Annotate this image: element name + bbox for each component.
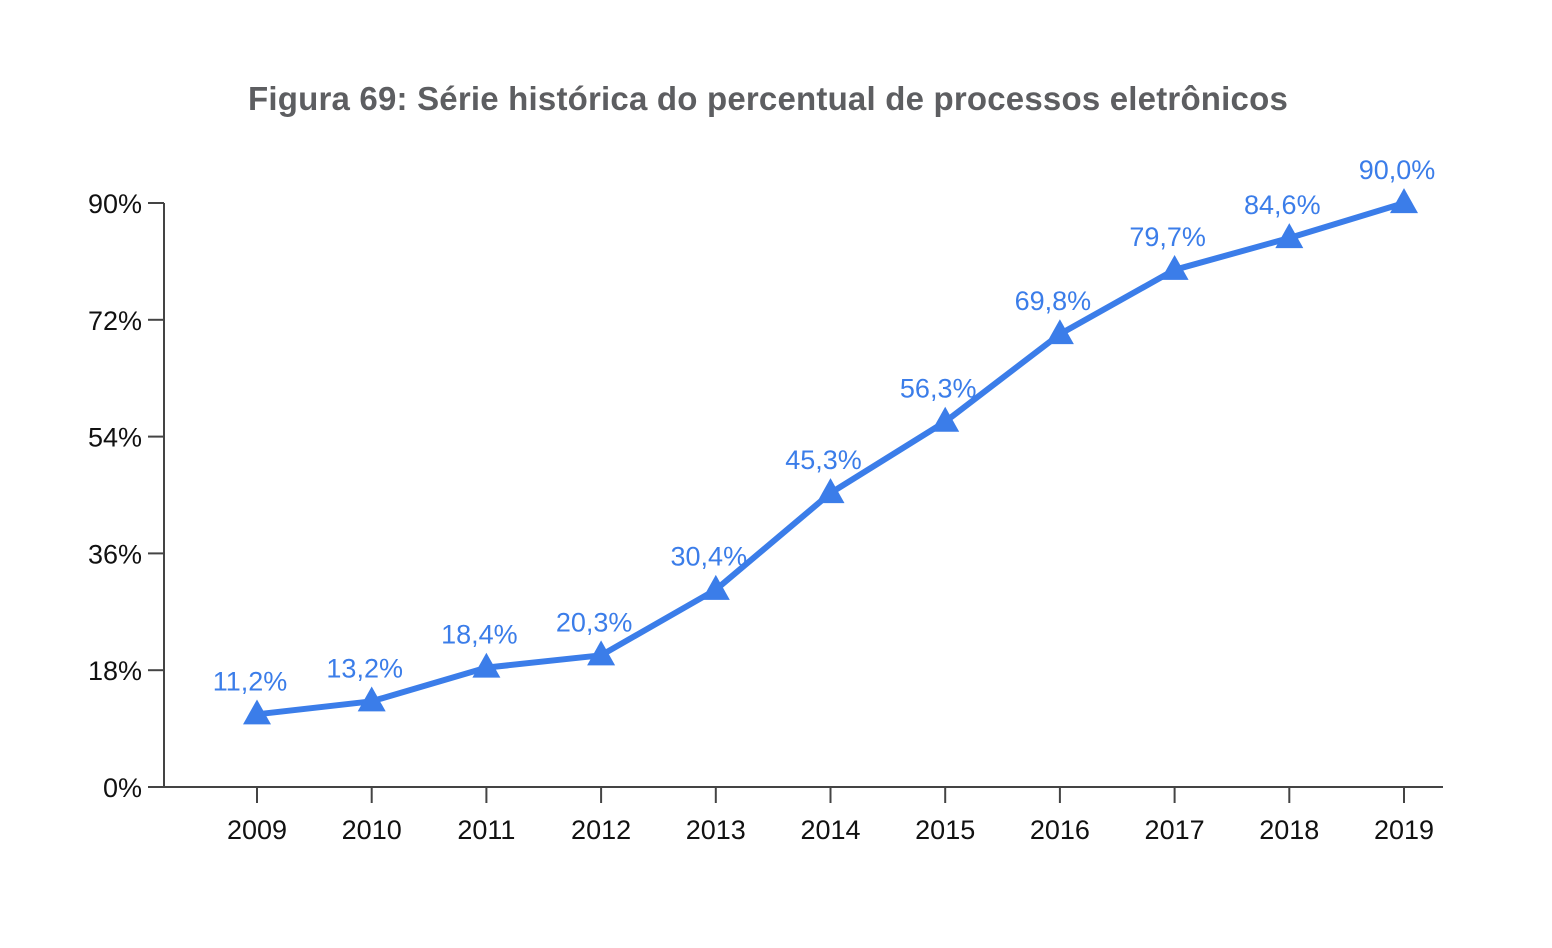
data-label: 11,2% bbox=[213, 666, 288, 696]
data-label-layer: 11,2% 13,2% 18,4% 20,3% 30,4% 45,3% 56,3% 69,8%… bbox=[213, 155, 1436, 696]
data-point-marker bbox=[1045, 319, 1074, 345]
y-tick-label: 72% bbox=[88, 306, 142, 336]
data-point-marker bbox=[357, 686, 386, 712]
chart-title: Figura 69: Série histórica do percentual… bbox=[248, 80, 1288, 117]
y-tick-label: 54% bbox=[88, 423, 142, 453]
data-label: 30,4% bbox=[671, 542, 748, 572]
data-label: 90,0% bbox=[1359, 155, 1436, 185]
data-point-marker bbox=[587, 640, 616, 666]
data-point-marker bbox=[1160, 254, 1189, 280]
x-tick-label: 2009 bbox=[227, 815, 287, 845]
data-point-marker bbox=[931, 406, 960, 432]
x-tick-label: 2016 bbox=[1030, 815, 1090, 845]
data-label: 69,8% bbox=[1015, 286, 1092, 316]
data-point-marker bbox=[472, 652, 501, 678]
data-label: 84,6% bbox=[1244, 190, 1321, 220]
y-tick-label: 36% bbox=[88, 539, 142, 569]
data-label: 20,3% bbox=[556, 607, 633, 637]
data-label: 45,3% bbox=[785, 445, 862, 475]
data-label: 13,2% bbox=[326, 653, 403, 683]
data-point-marker bbox=[816, 478, 845, 504]
data-label: 18,4% bbox=[441, 620, 518, 650]
chart-axes bbox=[163, 203, 1443, 788]
data-point-marker bbox=[243, 699, 271, 725]
x-tick-label: 2018 bbox=[1259, 815, 1319, 845]
x-tick-label: 2012 bbox=[571, 815, 631, 845]
data-point-marker bbox=[701, 574, 730, 600]
x-tick-label: 2013 bbox=[686, 815, 746, 845]
data-point-marker bbox=[1275, 223, 1304, 249]
y-tick-label: 90% bbox=[88, 189, 142, 219]
x-tick-label: 2010 bbox=[342, 815, 402, 845]
x-tick-label: 2014 bbox=[800, 815, 860, 845]
x-tick-label: 2019 bbox=[1374, 815, 1434, 845]
x-tick-label: 2011 bbox=[457, 815, 515, 845]
x-tick-label: 2017 bbox=[1145, 815, 1205, 845]
data-point-marker bbox=[1390, 188, 1418, 214]
y-tick-label: 0% bbox=[103, 773, 142, 803]
data-label: 79,7% bbox=[1129, 222, 1206, 252]
data-label: 56,3% bbox=[900, 374, 977, 404]
x-axis-ticks: 2009 2010 2011 2012 2013 2014 2015 2016 2017 2018… bbox=[227, 787, 1434, 845]
y-axis-ticks: 0% 18% 36% 54% 72% 90% bbox=[88, 189, 164, 803]
x-tick-label: 2015 bbox=[915, 815, 975, 845]
marker-layer bbox=[243, 188, 1418, 725]
y-tick-label: 18% bbox=[88, 656, 142, 686]
